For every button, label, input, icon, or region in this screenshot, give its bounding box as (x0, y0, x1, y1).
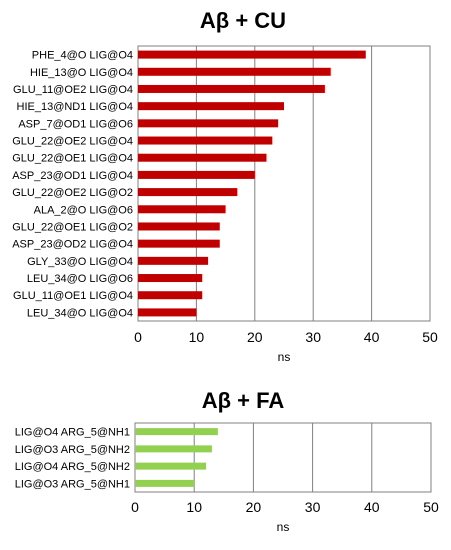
chart-cu-title: Aβ + CU (200, 8, 286, 33)
cu-bar (138, 239, 220, 248)
cu-category-label: GLU_11@OE2 LIG@O4 (13, 84, 133, 96)
cu-bar (138, 188, 238, 197)
cu-category-label: ASP_7@OD1 LIG@O6 (18, 118, 133, 130)
cu-x-tick-label: 30 (305, 329, 321, 345)
cu-bar (138, 136, 273, 145)
fa-category-label: LIG@O4 ARG_5@NH1 (15, 427, 130, 439)
chart-cu-category-labels: PHE_4@O LIG@O4 HIE_13@O LIG@O4 GLU_11@OE2 … (12, 50, 133, 320)
cu-category-label: PHE_4@O LIG@O4 (32, 50, 133, 62)
cu-category-label: GLU_22@OE1 LIG@O2 (12, 221, 133, 233)
cu-x-tick-label: 50 (422, 329, 438, 345)
fa-bar (135, 479, 195, 487)
cu-bar (138, 67, 331, 76)
cu-category-label: GLU_22@OE2 LIG@O2 (12, 187, 133, 199)
cu-x-tick-label: 40 (364, 329, 380, 345)
fa-x-tick-label: 30 (305, 499, 321, 515)
chart-cu-plot-area (137, 45, 431, 322)
chart-fa-gridlines (193, 423, 373, 492)
chart-fa-x-ticks: 0 10 20 30 40 50 (131, 499, 439, 515)
cu-bar (138, 308, 197, 317)
chart-cu-x-ticks: 0 10 20 30 40 50 (134, 329, 438, 345)
fa-bar (135, 428, 218, 436)
chart-cu: Aβ + CU PHE_4@O LIG@O4 HIE_13@O LIG@O4 GLU… (12, 8, 438, 364)
chart-fa-title: Aβ + FA (202, 388, 285, 413)
fa-x-tick-label: 0 (131, 499, 139, 515)
fa-category-label: LIG@O3 ARG_5@NH1 (15, 478, 130, 490)
chart-fa-plot-area (134, 422, 432, 493)
cu-bar (138, 256, 209, 265)
cu-bar (138, 222, 220, 231)
cu-bar (138, 205, 226, 214)
cu-category-label: HIE_13@ND1 LIG@O4 (17, 101, 134, 113)
cu-x-tick-label: 0 (134, 329, 142, 345)
fa-x-tick-label: 10 (186, 499, 202, 515)
fa-x-tick-label: 20 (246, 499, 262, 515)
fa-x-tick-label: 40 (364, 499, 380, 515)
cu-x-tick-label: 20 (247, 329, 263, 345)
chart-fa-bars (135, 428, 218, 487)
cu-category-label: HIE_13@O LIG@O4 (30, 67, 133, 79)
chart-cu-bars (138, 50, 366, 317)
cu-bar (138, 170, 255, 179)
cu-category-label: LEU_34@O LIG@O6 (27, 273, 133, 285)
cu-bar (138, 102, 284, 111)
cu-bar (138, 291, 203, 300)
chart-fa: Aβ + FA LIG@O4 ARG_5@NH1 LIG@O3 ARG_5@NH2… (15, 388, 439, 534)
cu-bar (138, 274, 203, 283)
cu-bar (138, 119, 279, 128)
chart-cu-x-axis-label: ns (278, 350, 291, 364)
cu-bar (138, 84, 325, 93)
cu-category-label: GLU_22@OE2 LIG@O4 (12, 136, 133, 148)
cu-category-label: GLU_11@OE1 LIG@O4 (13, 290, 133, 302)
fa-category-label: LIG@O4 ARG_5@NH2 (15, 461, 130, 473)
cu-category-label: ASP_23@OD1 LIG@O4 (12, 170, 133, 182)
fa-x-tick-label: 50 (423, 499, 439, 515)
cu-category-label: GLU_22@OE1 LIG@O4 (12, 153, 133, 165)
fa-category-label: LIG@O3 ARG_5@NH2 (15, 444, 130, 456)
cu-bar (138, 50, 366, 59)
cu-category-label: LEU_34@O LIG@O4 (27, 307, 133, 319)
cu-category-label: GLY_33@O LIG@O4 (27, 256, 133, 268)
fa-bar (135, 462, 207, 470)
fa-bar (135, 445, 212, 453)
cu-x-tick-label: 10 (189, 329, 205, 345)
chart-fa-x-axis-label: ns (277, 520, 290, 534)
cu-bar (138, 153, 267, 162)
cu-category-label: ALA_2@O LIG@O6 (34, 204, 133, 216)
chart-fa-category-labels: LIG@O4 ARG_5@NH1 LIG@O3 ARG_5@NH2 LIG@O4 A… (15, 427, 130, 491)
cu-category-label: ASP_23@OD2 LIG@O4 (12, 239, 133, 251)
